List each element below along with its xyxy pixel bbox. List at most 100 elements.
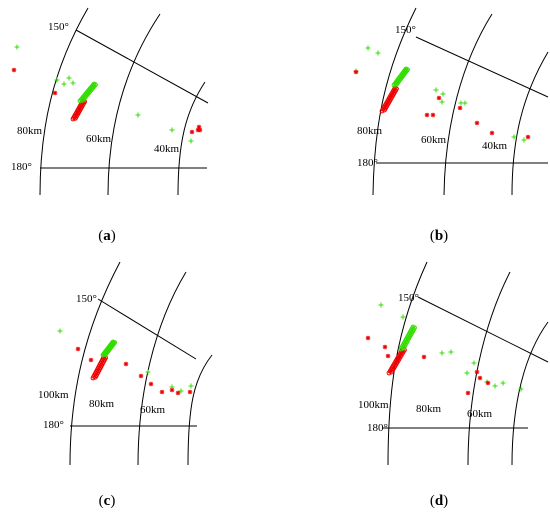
panel-a-red-marker (189, 129, 195, 135)
panel-d-green-marker (400, 314, 406, 320)
panel-b-red-marker (424, 112, 430, 118)
panel-c-range-arc-3 (187, 354, 213, 466)
panel-d-range-arc-2 (467, 271, 511, 466)
panel-b-range-3: 40km (482, 140, 508, 152)
panel-c-red-marker (169, 387, 175, 393)
panel-a-red-marker (11, 67, 17, 73)
panel-b-green-marker (521, 137, 527, 143)
panel-a-green-marker (70, 80, 76, 86)
panel-d-green-marker (448, 349, 454, 355)
panel-c-range-1: 100km (38, 389, 69, 401)
caption-a: (a) (98, 228, 116, 244)
panel-d-green-marker (464, 370, 470, 376)
panel-c-red-streak (90, 354, 108, 381)
panel-b-green-streak (391, 66, 410, 88)
panel-a (11, 7, 209, 196)
panel-c-green-streak-point (110, 339, 116, 345)
panel-b (353, 7, 549, 196)
panel-a-range-arc-3 (177, 81, 206, 196)
panel-b-red-marker (353, 69, 359, 75)
panel-a-red-marker (197, 127, 203, 133)
panel-b-range-arc-2 (443, 13, 493, 196)
panel-b-green-marker (433, 87, 439, 93)
caption-c-letter: c (104, 493, 111, 509)
panel-d-red-marker (485, 380, 491, 386)
panel-c-red-marker (138, 373, 144, 379)
panel-a-green-marker (54, 77, 60, 83)
panels-layer (11, 7, 549, 466)
panel-d-green-marker (378, 302, 384, 308)
panel-b-red-marker (457, 105, 463, 111)
panel-a-green-marker (188, 138, 194, 144)
panel-d (365, 261, 549, 466)
panel-b-green-marker (365, 45, 371, 51)
panel-c-red-marker (88, 357, 94, 363)
panel-a-green-marker (169, 127, 175, 133)
panel-c-red-marker (148, 381, 154, 387)
panel-c-angle-150: 150° (76, 293, 97, 305)
panel-a-green-streak (77, 81, 98, 104)
panel-d-red-marker (474, 369, 480, 375)
panel-a-green-marker (14, 44, 20, 50)
panel-b-red-marker (525, 134, 531, 140)
panel-c-green-marker (57, 328, 63, 334)
panel-d-green-marker (500, 380, 506, 386)
panel-b-green-streak-point (403, 66, 409, 72)
panel-d-red-marker (365, 335, 371, 341)
panel-b-angle-180: 180° (357, 157, 378, 169)
panel-a-red-marker (196, 124, 202, 130)
panel-c-bearing-line-1 (97, 298, 197, 360)
panel-a-range-arc-2 (107, 13, 161, 196)
panel-d-range-1: 100km (358, 399, 389, 411)
panel-c-green-marker (178, 388, 184, 394)
panel-c-range-3: 60km (140, 404, 166, 416)
panel-b-green-marker (511, 134, 517, 140)
panel-d-bearing-line-1 (417, 296, 549, 363)
panel-d-red-marker (382, 344, 388, 350)
caption-b: (b) (430, 228, 448, 244)
panel-a-green-marker (61, 81, 67, 87)
panel-d-green-marker (471, 360, 477, 366)
panel-b-red-marker (489, 130, 495, 136)
panel-b-green-marker (375, 50, 381, 56)
panel-b-range-arc-1 (372, 7, 417, 196)
panel-c-red-marker (187, 389, 193, 395)
panel-b-bearing-line-1 (415, 36, 549, 98)
panel-d-range-2: 80km (416, 403, 442, 415)
caption-c: (c) (99, 493, 116, 509)
panel-b-range-arc-3 (511, 51, 549, 196)
panel-b-red-marker (436, 95, 442, 101)
panel-d-red-marker (465, 390, 471, 396)
panel-b-red-marker (430, 112, 436, 118)
panel-c-green-marker (188, 383, 194, 389)
panel-d-green-streak (398, 324, 417, 352)
panel-a-bearing-line-1 (75, 29, 209, 104)
panel-b-green-marker (462, 100, 468, 106)
panel-b-green-marker (440, 91, 446, 97)
panel-a-green-streak-point (91, 81, 97, 87)
panel-b-red-marker (474, 120, 480, 126)
panel-b-angle-150: 150° (395, 24, 416, 36)
panel-a-green-marker (66, 75, 72, 81)
panel-c-green-marker (145, 369, 151, 375)
panel-d-green-marker (492, 383, 498, 389)
panel-c-range-arc-2 (137, 271, 187, 466)
panel-a-range-2: 60km (86, 133, 112, 145)
panel-a-range-arc-1 (39, 7, 89, 196)
panel-d-red-marker (385, 353, 391, 359)
panel-c-green-streak (100, 339, 118, 358)
panel-d-red-marker (421, 354, 427, 360)
panel-c-angle-180: 180° (43, 419, 64, 431)
caption-d: (d) (430, 493, 448, 509)
panel-a-range-1: 80km (17, 125, 43, 137)
caption-a-letter: a (103, 228, 111, 244)
panel-b-range-1: 80km (357, 125, 383, 137)
panel-d-angle-180: 180° (367, 422, 388, 434)
panel-d-red-marker (477, 375, 483, 381)
panel-d-range-arc-3 (511, 321, 549, 466)
panel-c-red-marker (123, 361, 129, 367)
panel-a-range-3: 40km (154, 143, 180, 155)
labels-layer: 150° 180° 80km 60km 40km 150° 180° 80km … (11, 21, 508, 434)
panel-a-red-marker (52, 90, 58, 96)
panel-c-range-2: 80km (89, 398, 115, 410)
